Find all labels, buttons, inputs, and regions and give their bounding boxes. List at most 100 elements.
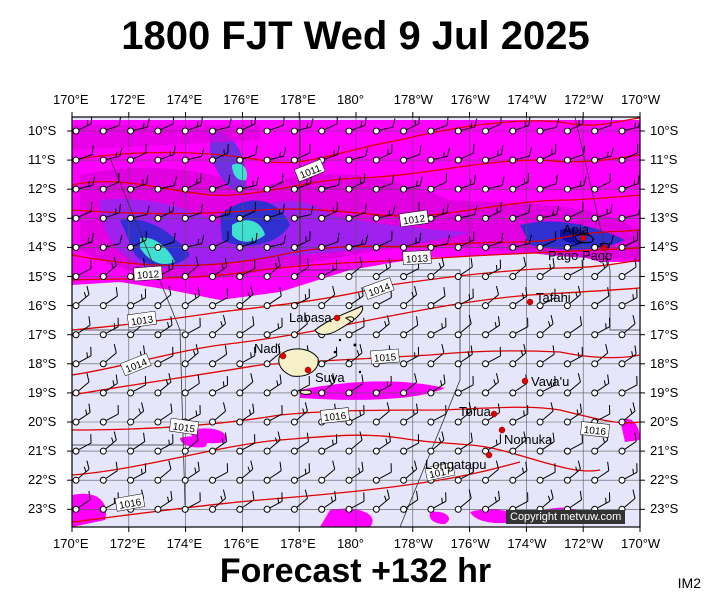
wind-barb	[236, 202, 256, 222]
wind-barb	[236, 117, 256, 135]
copyright-notice: Copyright metvuw.com	[506, 510, 626, 524]
wind-barb	[618, 288, 638, 310]
lat-label: 21°S	[28, 443, 57, 459]
wind-barb	[372, 205, 396, 222]
wind-barb	[563, 460, 581, 484]
wind-barb	[372, 402, 390, 426]
wind-barb	[72, 346, 92, 368]
lon-label: 180°	[337, 92, 364, 107]
wind-barb	[72, 259, 92, 280]
wind-barb	[209, 205, 232, 222]
wind-barb	[591, 234, 614, 251]
wind-barb	[345, 461, 364, 484]
wind-barb	[427, 317, 447, 339]
wind-barb	[372, 314, 390, 339]
wind-barb	[345, 256, 363, 280]
lat-label: 19°S	[28, 384, 57, 400]
wind-barb	[127, 288, 147, 310]
wind-barb	[454, 402, 472, 426]
wind-barb	[400, 346, 420, 368]
tofua-marker	[490, 410, 498, 418]
wind-barb	[154, 373, 172, 397]
wind-barb	[318, 373, 336, 397]
wind-barb	[345, 317, 365, 339]
wind-barb	[563, 373, 581, 397]
isobar-labels: 1011 1012 1012 1013 1013 1014 1014 1015 …	[114, 158, 610, 512]
wind-barb	[154, 285, 172, 310]
wind-barb	[127, 432, 146, 455]
lat-label: 15°S	[650, 268, 679, 284]
wind-barb	[290, 314, 308, 339]
wind-barb	[99, 344, 117, 368]
wind-barb	[345, 203, 367, 222]
wind-barb	[454, 288, 474, 310]
lat-label: 20°S	[650, 414, 679, 429]
wind-barb	[72, 434, 92, 455]
nadi-marker	[279, 352, 287, 360]
wind-barb	[99, 117, 122, 135]
lat-label: 23°S	[650, 501, 679, 517]
wind-barb	[509, 173, 529, 193]
nomuka-marker	[498, 426, 506, 434]
wind-barb	[154, 403, 173, 426]
wind-barb	[618, 375, 638, 397]
wind-barb	[400, 285, 418, 310]
wind-barb	[263, 117, 285, 135]
wind-barb	[345, 147, 369, 164]
lat-label: 20°S	[28, 414, 57, 429]
isobar-label: 1015	[374, 352, 397, 365]
wind-barb	[427, 234, 451, 251]
forecast-label: Forecast +132 hr	[219, 552, 492, 590]
wind-barb	[536, 205, 560, 222]
wind-barb	[372, 118, 396, 135]
wind-barb	[181, 203, 203, 222]
wind-barb	[454, 231, 475, 251]
place-label-tofua: Tofua	[459, 404, 491, 419]
wind-barb	[618, 463, 638, 484]
wind-barb	[236, 145, 258, 164]
wind-barb	[236, 373, 254, 397]
wind-barb	[263, 147, 287, 164]
wind-barb	[591, 256, 609, 280]
wind-barb	[509, 344, 527, 368]
wind-barb	[318, 490, 337, 513]
wind-barb	[400, 316, 419, 339]
wind-barb	[72, 202, 93, 222]
isobar-label: 1012	[402, 213, 426, 227]
isobar-label: 1013	[130, 314, 154, 328]
wind-barb	[72, 373, 90, 397]
wind-barb	[618, 258, 637, 280]
lat-label: 17°S	[650, 326, 679, 342]
wind-barb	[236, 490, 255, 513]
longatapu-marker	[485, 451, 493, 459]
wind-barb	[536, 143, 557, 164]
lon-label: 172°E	[109, 92, 146, 107]
wind-barb	[127, 143, 147, 164]
lon-label: 170°E	[53, 92, 89, 107]
lon-label: 176°W	[450, 92, 490, 107]
wind-barb	[482, 145, 504, 164]
lon-label: 176°W	[450, 536, 490, 551]
wind-barb	[618, 143, 639, 164]
viti-levu-island	[278, 348, 319, 377]
wind-barb	[290, 288, 310, 310]
wind-barb	[536, 118, 560, 135]
place-markers	[279, 234, 608, 459]
wind-barb	[290, 143, 311, 164]
lat-label: 14°S	[28, 239, 57, 255]
wind-barb	[99, 374, 118, 397]
lat-label: 19°S	[650, 384, 679, 400]
wind-barb	[536, 345, 555, 368]
lat-label: 13°S	[28, 210, 57, 226]
boundary-lines	[72, 117, 640, 527]
wind-barb	[72, 403, 91, 426]
place-label-pago-pago: Pago Pago	[548, 248, 613, 263]
wind-barb	[236, 460, 254, 484]
wind-barb	[345, 117, 367, 135]
image-code: IM2	[677, 575, 701, 591]
lat-label: 21°S	[650, 443, 679, 459]
wind-barb	[427, 256, 445, 280]
wind-barb	[72, 285, 90, 310]
wind-barb	[536, 174, 558, 193]
wind-barb	[209, 231, 229, 251]
